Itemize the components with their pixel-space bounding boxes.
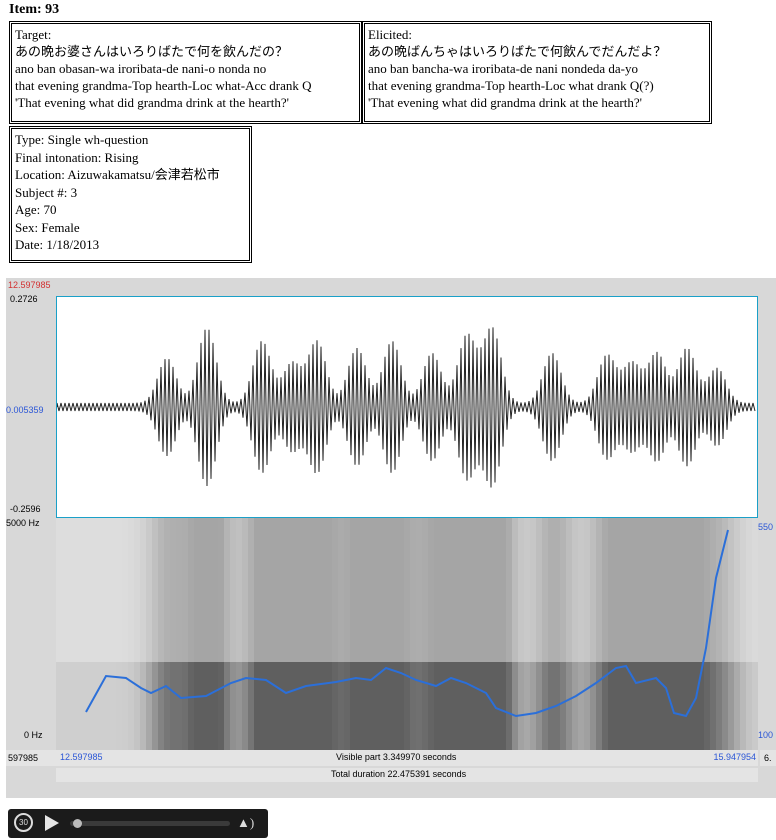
sel-start-label: 12.597985 — [60, 752, 103, 762]
replay-30-icon[interactable]: 30 — [14, 813, 33, 832]
pitch-min-label: 100 — [758, 730, 774, 740]
volume-icon[interactable]: ▲) — [237, 815, 255, 830]
meta-location: Location: Aizuwakamatsu/会津若松市 — [15, 167, 220, 182]
left-time-strip: 597985 — [6, 750, 56, 766]
elicited-label: Elicited: — [368, 27, 413, 42]
spectrogram-panel[interactable] — [56, 518, 758, 750]
replay-label: 30 — [19, 818, 28, 827]
elicited-box: Elicited: あの晩ばんちゃはいろりばたで何飲んでだんだよ？ ano ba… — [362, 21, 712, 124]
waveform-trace — [57, 327, 756, 488]
progress-track[interactable] — [70, 821, 230, 826]
praat-sound-editor: 12.597985 0.2726 0.005359 -0.2596 5000 H… — [6, 278, 776, 798]
elicited-gloss: that evening grandma-Top hearth-Loc what… — [368, 78, 654, 93]
audio-player: 30 ▲) — [8, 809, 268, 838]
start-time-top-label: 12.597985 — [8, 280, 51, 290]
meta-date: Date: 1/18/2013 — [15, 237, 100, 252]
sel-end-label: 15.947954 — [713, 752, 756, 762]
play-icon[interactable] — [45, 815, 59, 831]
total-duration-bar[interactable]: Total duration 22.475391 seconds — [56, 768, 758, 782]
target-box: Target: あの晩お婆さんはいろりばたで何を飲んだの？ ano ban ob… — [9, 21, 362, 124]
target-romaji: ano ban obasan-wa iroribata-de nani-o no… — [15, 61, 267, 76]
right-time-label: 6. — [764, 753, 772, 763]
freq-min-label: 0 Hz — [24, 730, 43, 740]
spectrogram — [56, 518, 758, 750]
target-gloss: that evening grandma-Top hearth-Loc what… — [15, 78, 312, 93]
waveform — [57, 327, 756, 488]
pitch-max-label: 550 — [758, 522, 774, 532]
target-translation: 'That evening what did grandma drink at … — [15, 95, 289, 110]
meta-subject: Subject #: 3 — [15, 184, 78, 200]
amp-max-label: 0.2726 — [10, 294, 38, 304]
spectrogram-bands — [56, 518, 758, 750]
waveform-panel[interactable] — [56, 296, 758, 518]
target-label: Target: — [15, 27, 52, 42]
amp-mid-label: 0.005359 — [6, 405, 44, 415]
meta-sex: Sex: Female — [15, 219, 80, 235]
amp-min-label: -0.2596 — [10, 504, 41, 514]
target-japanese: あの晩お婆さんはいろりばたで何を飲んだの？ — [15, 44, 289, 59]
meta-type: Type: Single wh-question — [15, 132, 149, 147]
elicited-japanese: あの晩ばんちゃはいろりばたで何飲んでだんだよ？ — [368, 44, 667, 59]
visible-part-bar[interactable]: 12.597985 Visible part 3.349970 seconds … — [56, 750, 758, 766]
metadata-box: Type: Single wh-question Final intonatio… — [9, 126, 252, 263]
visible-part-label: Visible part 3.349970 seconds — [336, 752, 457, 762]
total-duration-label: Total duration 22.475391 seconds — [331, 769, 467, 779]
left-time-label: 597985 — [8, 753, 39, 763]
meta-intonation: Final intonation: Rising — [15, 149, 139, 165]
elicited-romaji: ano ban bancha-wa iroribata-de nani nond… — [368, 61, 638, 76]
item-title: Item: 93 — [9, 2, 60, 17]
meta-age: Age: 70 — [15, 202, 57, 217]
elicited-translation: 'That evening what did grandma drink at … — [368, 95, 642, 110]
freq-max-label: 5000 Hz — [6, 518, 40, 528]
right-time-strip: 6. — [760, 750, 776, 766]
progress-knob[interactable] — [73, 819, 83, 828]
pitch-track — [85, 529, 729, 718]
